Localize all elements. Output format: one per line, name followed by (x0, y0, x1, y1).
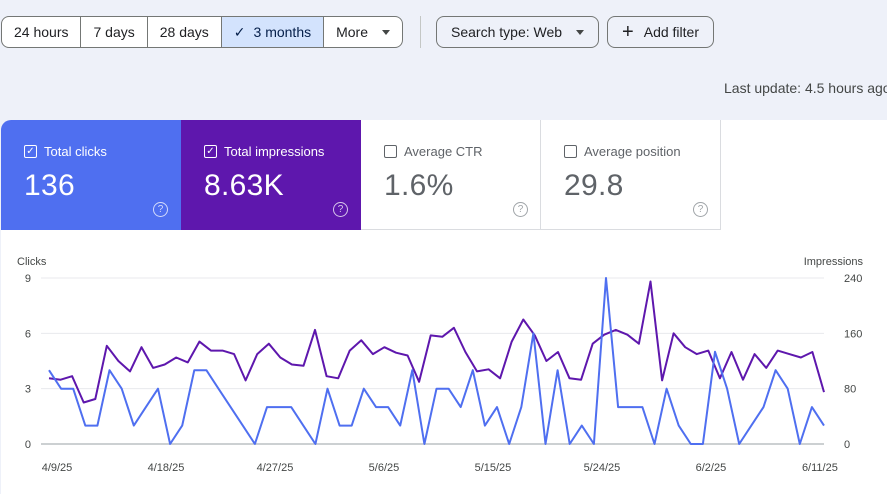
x-tick-label: 4/9/25 (42, 462, 73, 474)
range-24-hours-button[interactable]: 24 hours (2, 17, 82, 47)
right-tick-label: 0 (844, 439, 850, 451)
toolbar: 24 hours 7 days 28 days ✓ 3 months More S… (1, 16, 722, 48)
performance-card: ✓ Total clicks 136 ? ✓ Total impressions 8… (1, 120, 887, 494)
toolbar-divider (420, 16, 422, 48)
x-tick-label: 5/6/25 (369, 462, 400, 474)
help-icon[interactable]: ? (693, 202, 708, 217)
help-icon[interactable]: ? (153, 202, 168, 217)
metric-value: 8.63K (204, 169, 284, 202)
help-icon[interactable]: ? (513, 202, 528, 217)
right-tick-label: 240 (844, 273, 862, 285)
x-tick-label: 4/27/25 (257, 462, 294, 474)
left-tick-label: 9 (25, 273, 31, 285)
series-line-clicks (48, 277, 825, 445)
metric-value: 29.8 (564, 169, 624, 202)
metric-value: 136 (24, 169, 75, 202)
range-label: 24 hours (14, 24, 69, 40)
metric-label: Total impressions (224, 144, 325, 159)
right-tick-label: 160 (844, 328, 862, 340)
add-filter-button[interactable]: + Add filter (607, 16, 714, 48)
range-label: More (336, 24, 369, 40)
checkbox-unchecked-icon[interactable] (384, 145, 397, 158)
search-type-dropdown[interactable]: Search type: Web (436, 16, 600, 48)
metric-average-ctr[interactable]: Average CTR 1.6% ? (361, 120, 541, 230)
left-tick-label: 3 (25, 384, 31, 396)
metric-label: Total clicks (44, 144, 107, 159)
chart-series (48, 277, 825, 445)
left-tick-label: 0 (25, 439, 31, 451)
caret-down-icon (382, 29, 391, 35)
metric-tabs: ✓ Total clicks 136 ? ✓ Total impressions 8… (1, 120, 887, 230)
checkmark-icon: ✓ (233, 23, 246, 40)
x-tick-label: 5/15/25 (475, 462, 512, 474)
range-more-dropdown[interactable]: More (324, 17, 402, 47)
metric-average-position[interactable]: Average position 29.8 ? (541, 120, 721, 230)
left-axis-title: Clicks (17, 256, 47, 268)
range-3-months-button[interactable]: ✓ 3 months (221, 17, 325, 47)
checkbox-unchecked-icon[interactable] (564, 145, 577, 158)
metric-label: Average CTR (404, 144, 483, 159)
checkbox-checked-icon[interactable]: ✓ (24, 145, 37, 158)
add-filter-label: Add filter (643, 24, 699, 40)
metric-total-impressions[interactable]: ✓ Total impressions 8.63K ? (181, 120, 361, 230)
caret-down-icon (576, 29, 585, 35)
x-tick-label: 6/2/25 (696, 462, 727, 474)
range-28-days-button[interactable]: 28 days (148, 17, 222, 47)
metric-label: Average position (584, 144, 681, 159)
right-tick-label: 80 (844, 384, 856, 396)
date-range-selector: 24 hours 7 days 28 days ✓ 3 months More (1, 16, 404, 48)
search-type-label: Search type: Web (451, 24, 563, 40)
range-label: 7 days (93, 24, 135, 40)
range-7-days-button[interactable]: 7 days (81, 17, 148, 47)
right-axis-title: Impressions (804, 256, 864, 268)
x-tick-label: 5/24/25 (584, 462, 621, 474)
metric-value: 1.6% (384, 169, 454, 202)
range-label: 28 days (159, 24, 209, 40)
x-tick-label: 6/11/25 (802, 462, 838, 474)
plus-icon: + (622, 21, 634, 43)
checkbox-checked-icon[interactable]: ✓ (204, 145, 217, 158)
performance-chart-svg: Clicks Impressions 0 3 6 9 0 80 160 240 4/9/25 4/… (17, 256, 864, 474)
range-label: 3 months (253, 24, 312, 40)
last-update-text: Last update: 4.5 hours ago (724, 80, 887, 96)
help-icon[interactable]: ? (333, 202, 348, 217)
series-line-impressions (48, 280, 825, 404)
x-tick-label: 4/18/25 (148, 462, 185, 474)
metric-total-clicks[interactable]: ✓ Total clicks 136 ? (1, 120, 181, 230)
left-tick-label: 6 (25, 328, 31, 340)
performance-chart: Clicks Impressions 0 3 6 9 0 80 160 240 4/9/25 4/… (1, 250, 887, 494)
chart-tick-labels: 0 3 6 9 0 80 160 240 4/9/25 4/18/25 4/27/25 5/6/25 5… (25, 273, 862, 474)
